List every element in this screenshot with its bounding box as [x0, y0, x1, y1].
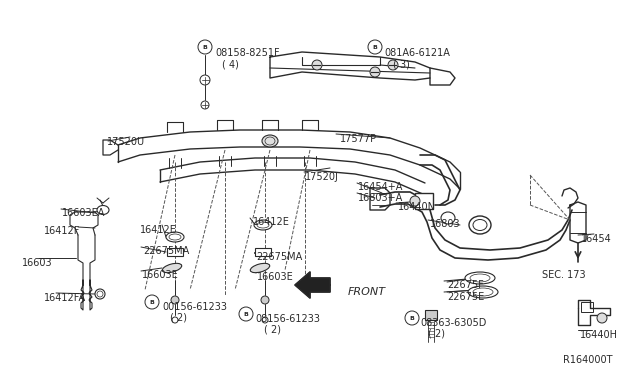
Text: 22675F: 22675F	[447, 280, 484, 290]
Text: 16603E: 16603E	[257, 272, 294, 282]
Text: 16803: 16803	[430, 219, 461, 229]
Text: 00156-61233: 00156-61233	[162, 302, 227, 312]
Ellipse shape	[254, 220, 272, 230]
Circle shape	[201, 101, 209, 109]
Circle shape	[145, 295, 159, 309]
Polygon shape	[295, 272, 330, 298]
Circle shape	[261, 296, 269, 304]
Text: 16454+A: 16454+A	[358, 182, 403, 192]
Text: 22675MA: 22675MA	[256, 252, 302, 262]
Circle shape	[171, 296, 179, 304]
Text: 22675MA: 22675MA	[143, 246, 189, 256]
Text: B: B	[244, 311, 248, 317]
Text: ( 2): ( 2)	[428, 329, 445, 339]
Circle shape	[262, 317, 268, 323]
Text: 08363-6305D: 08363-6305D	[420, 318, 486, 328]
Text: ( 3): ( 3)	[393, 59, 410, 69]
Text: 22675E: 22675E	[447, 292, 484, 302]
Circle shape	[370, 67, 380, 77]
Text: 081A6-6121A: 081A6-6121A	[384, 48, 450, 58]
Circle shape	[388, 60, 398, 70]
Text: B: B	[410, 315, 415, 321]
Ellipse shape	[163, 263, 182, 273]
Circle shape	[95, 289, 105, 299]
Ellipse shape	[441, 212, 455, 224]
Circle shape	[405, 311, 419, 325]
Text: 16454: 16454	[581, 234, 612, 244]
Circle shape	[198, 40, 212, 54]
Text: 16603EA: 16603EA	[62, 208, 106, 218]
Text: ( 4): ( 4)	[222, 59, 239, 69]
Text: SEC. 173: SEC. 173	[542, 270, 586, 280]
Circle shape	[239, 307, 253, 321]
Circle shape	[368, 40, 382, 54]
Text: B: B	[150, 299, 154, 305]
Text: 16440H: 16440H	[580, 330, 618, 340]
Bar	[581, 302, 593, 312]
Text: ( 2): ( 2)	[264, 325, 281, 335]
Circle shape	[312, 60, 322, 70]
Circle shape	[172, 317, 178, 323]
Text: 17520U: 17520U	[107, 137, 145, 147]
Text: 08158-8251F: 08158-8251F	[215, 48, 280, 58]
Ellipse shape	[469, 216, 491, 234]
Text: B: B	[372, 45, 378, 49]
Circle shape	[597, 313, 607, 323]
Ellipse shape	[166, 232, 184, 242]
Circle shape	[410, 196, 420, 206]
Bar	[415, 193, 433, 209]
Text: 16803+A: 16803+A	[358, 193, 403, 203]
Text: FRONT: FRONT	[348, 287, 386, 297]
Bar	[255, 248, 271, 256]
Text: R164000T: R164000T	[563, 355, 612, 365]
Bar	[425, 310, 437, 320]
Ellipse shape	[97, 205, 109, 215]
Text: 16603: 16603	[22, 258, 52, 268]
Text: 08156-61233: 08156-61233	[255, 314, 320, 324]
Text: B: B	[203, 45, 207, 49]
Ellipse shape	[468, 286, 498, 298]
Ellipse shape	[262, 135, 278, 147]
Text: 16412FA: 16412FA	[44, 293, 86, 303]
Text: ( 2): ( 2)	[170, 313, 187, 323]
Text: 16412E: 16412E	[140, 225, 177, 235]
Ellipse shape	[250, 263, 269, 273]
Circle shape	[200, 75, 210, 85]
Text: 16412E: 16412E	[253, 217, 290, 227]
Text: 17520J: 17520J	[305, 172, 339, 182]
Ellipse shape	[465, 272, 495, 284]
Text: 16603E: 16603E	[142, 270, 179, 280]
Text: 16412F: 16412F	[44, 226, 81, 236]
Bar	[167, 248, 183, 256]
Text: 17577P: 17577P	[340, 134, 377, 144]
Text: 16440N: 16440N	[398, 202, 436, 212]
